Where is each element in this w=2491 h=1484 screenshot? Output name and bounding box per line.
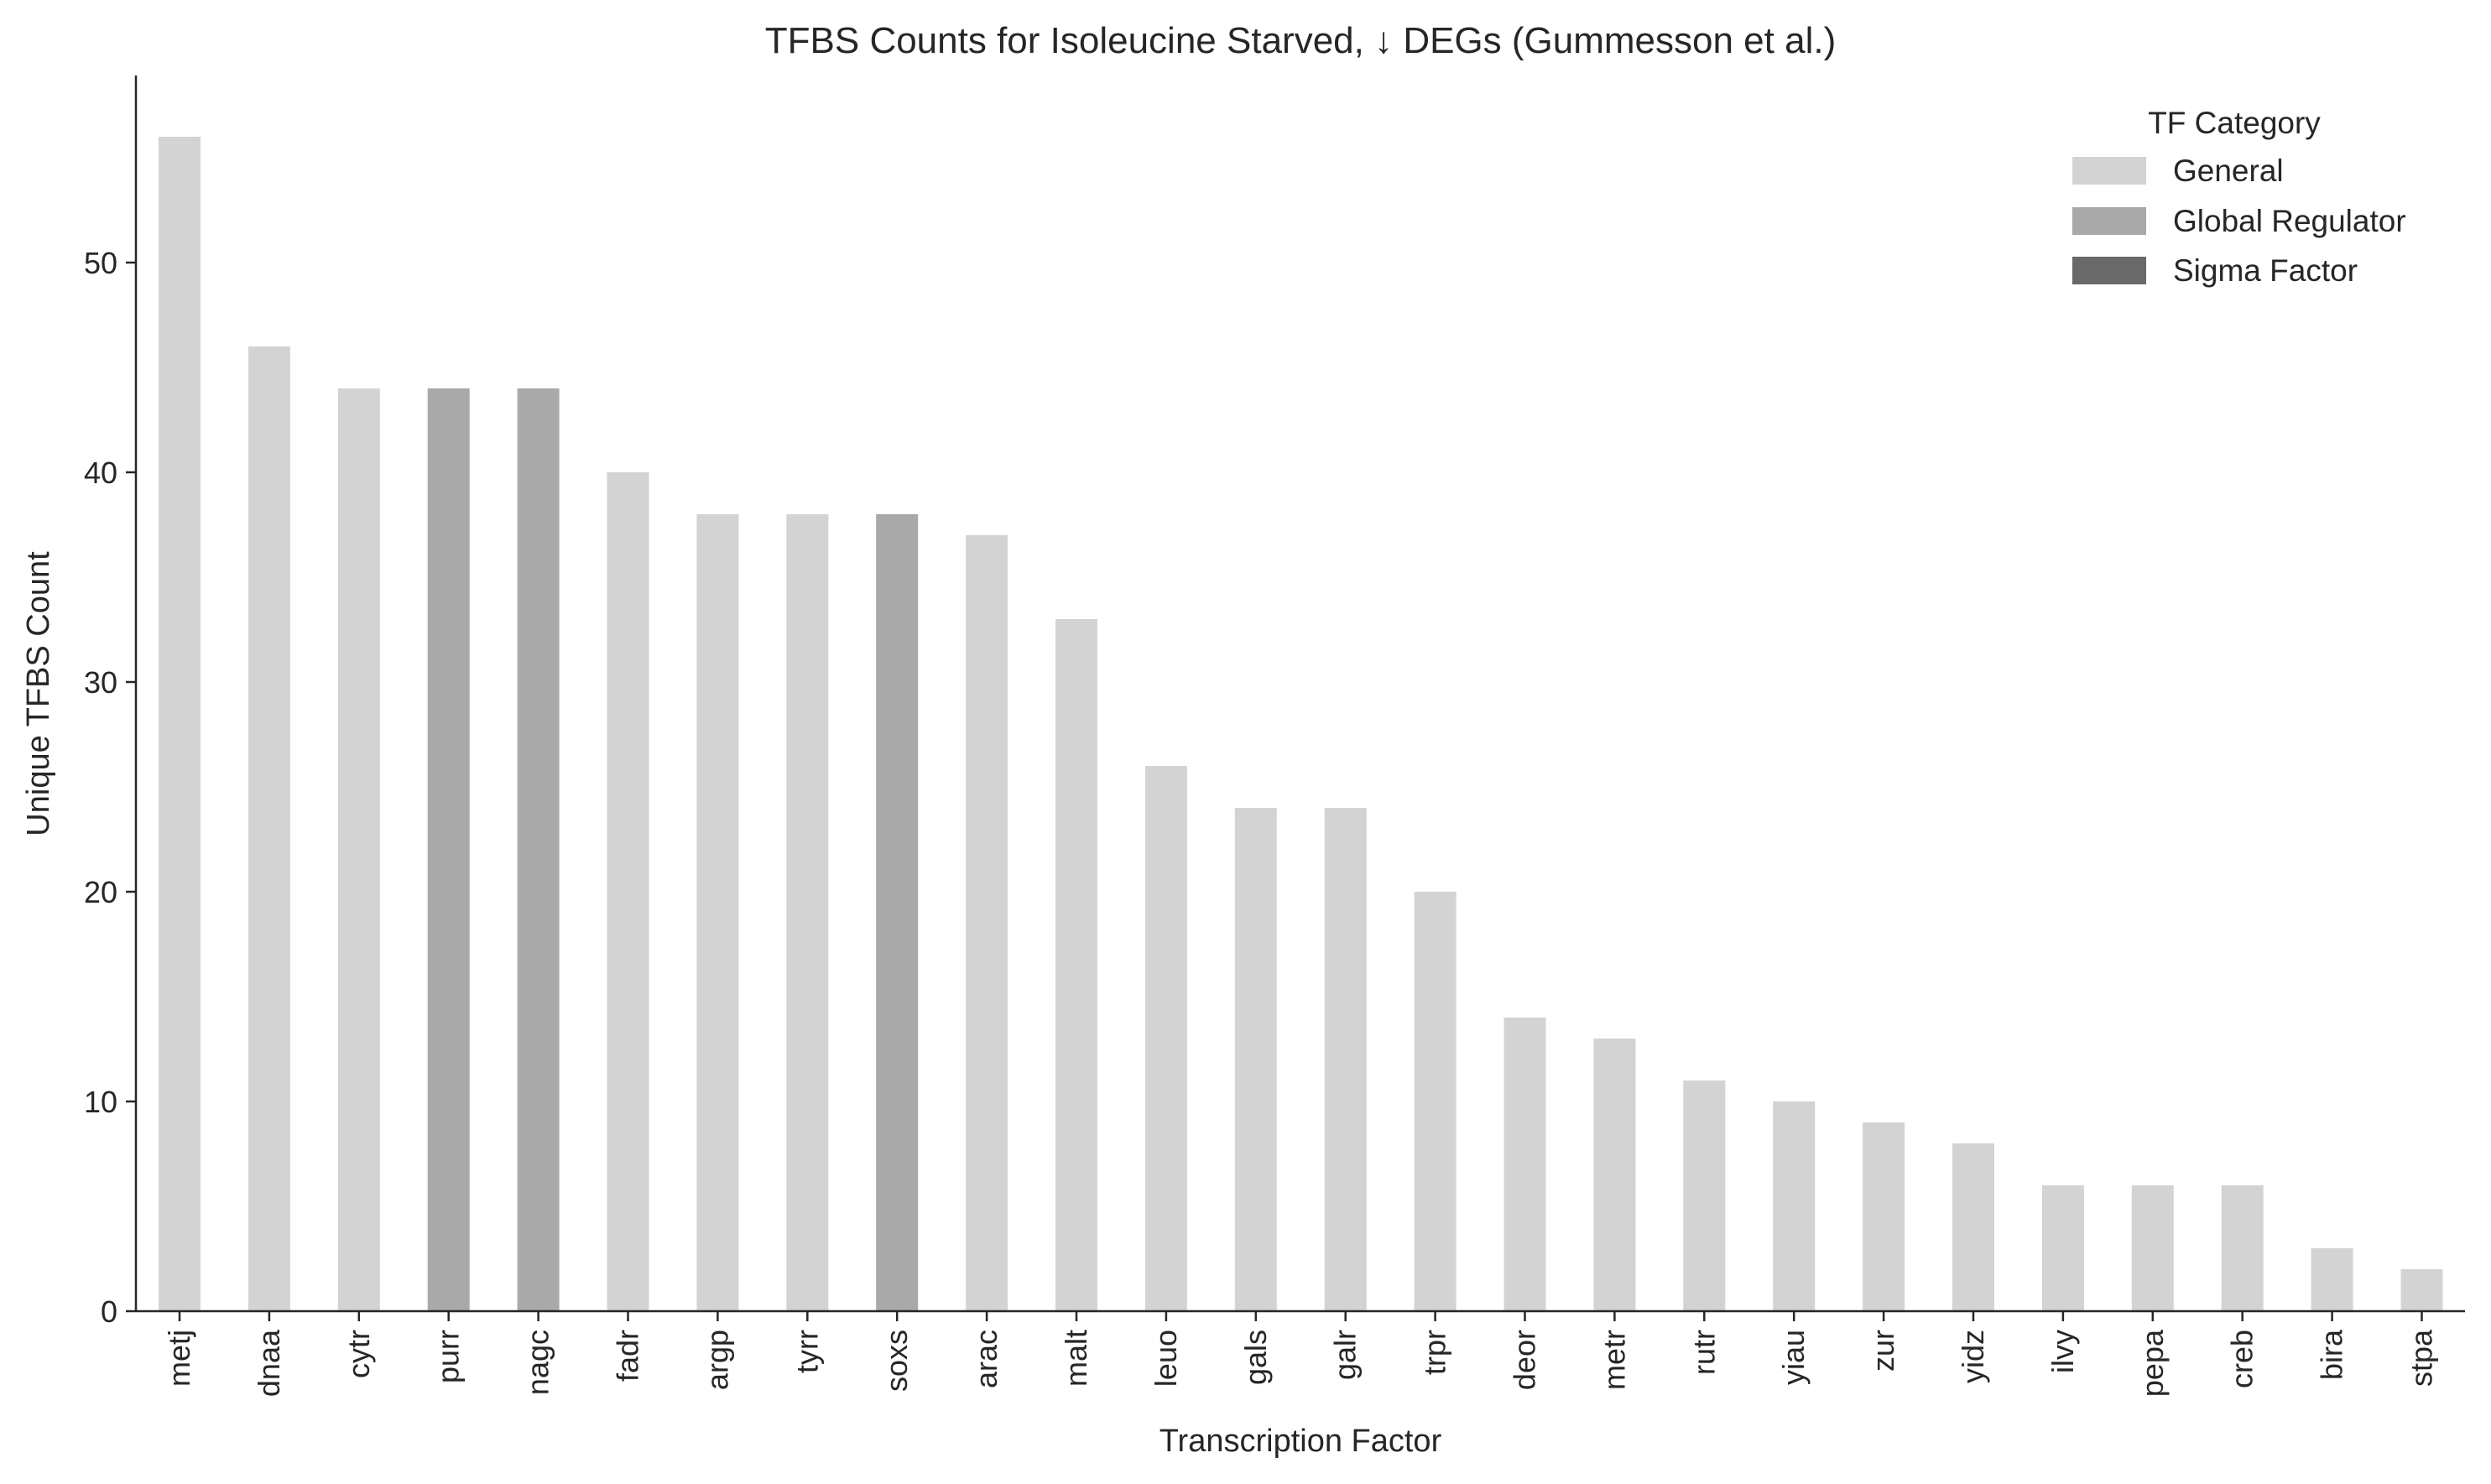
x-axis-label: Transcription Factor xyxy=(1160,1424,1442,1459)
bar-metj xyxy=(159,137,201,1311)
legend-label-general: General xyxy=(2173,154,2284,188)
legend-label-sigma-factor: Sigma Factor xyxy=(2173,253,2358,288)
bar-yiau xyxy=(1773,1101,1816,1311)
x-tick-label-fadr: fadr xyxy=(611,1330,645,1382)
x-tick-label-tyrr: tyrr xyxy=(790,1330,824,1373)
bar-leuo xyxy=(1144,766,1187,1311)
x-tick-label-ilvy: ilvy xyxy=(2045,1330,2080,1373)
bar-purr xyxy=(427,388,470,1311)
bar-arac xyxy=(966,535,1008,1311)
x-axis: metj dnaa cytr purr nagc fadr argp tyrr soxs arac… xyxy=(162,1311,2439,1397)
x-tick-label-creb: creb xyxy=(2225,1330,2259,1388)
x-tick-label-zur: zur xyxy=(1866,1330,1900,1372)
x-tick-label-deor: deor xyxy=(1508,1330,1542,1390)
x-tick-label-cytr: cytr xyxy=(341,1330,376,1378)
x-tick-label-yiau: yiau xyxy=(1776,1330,1811,1385)
x-tick-label-bira: bira xyxy=(2315,1329,2349,1380)
x-tick-label-galr: galr xyxy=(1328,1330,1363,1380)
y-tick-label-50: 50 xyxy=(84,246,117,280)
bar-stpa xyxy=(2400,1269,2443,1311)
bar-galr xyxy=(1324,808,1367,1311)
y-tick-label-30: 30 xyxy=(84,665,117,700)
bar-yidz xyxy=(1952,1143,1994,1311)
bar-deor xyxy=(1503,1018,1546,1311)
bar-cytr xyxy=(337,388,380,1311)
x-tick-label-trpr: trpr xyxy=(1418,1330,1452,1375)
bar-fadr xyxy=(607,472,649,1311)
legend-swatch-sigma-factor xyxy=(2072,257,2146,284)
x-tick-label-nagc: nagc xyxy=(521,1330,555,1395)
y-tick-label-10: 10 xyxy=(84,1085,117,1119)
bar-rutr xyxy=(1683,1080,1726,1311)
bar-trpr xyxy=(1414,892,1457,1311)
x-tick-label-leuo: leuo xyxy=(1149,1330,1183,1387)
x-tick-label-yidz: yidz xyxy=(1956,1330,1990,1383)
x-tick-label-pepa: pepa xyxy=(2135,1329,2170,1397)
x-tick-label-dnaa: dnaa xyxy=(252,1329,286,1397)
bar-pepa xyxy=(2131,1185,2174,1311)
bar-nagc xyxy=(517,388,560,1311)
x-tick-label-malt: malt xyxy=(1059,1330,1093,1387)
y-tick-label-0: 0 xyxy=(101,1294,117,1329)
bar-dnaa xyxy=(248,346,290,1311)
x-tick-label-metr: metr xyxy=(1597,1330,1631,1390)
y-axis-label: Unique TFBS Count xyxy=(21,551,56,836)
x-tick-label-purr: purr xyxy=(431,1330,466,1383)
bar-tyrr xyxy=(786,514,829,1311)
legend: TF Category General Global Regulator Sig… xyxy=(2072,106,2406,288)
bar-zur xyxy=(1863,1122,1905,1311)
x-tick-label-metj: metj xyxy=(162,1330,196,1387)
bar-malt xyxy=(1055,619,1097,1311)
x-tick-label-stpa: stpa xyxy=(2405,1329,2439,1387)
legend-label-global-regulator: Global Regulator xyxy=(2173,204,2406,238)
legend-swatch-global-regulator xyxy=(2072,207,2146,235)
bars-group xyxy=(159,137,2443,1311)
bar-bira xyxy=(2311,1248,2353,1311)
bar-ilvy xyxy=(2041,1185,2084,1311)
legend-swatch-general xyxy=(2072,157,2146,185)
y-tick-label-40: 40 xyxy=(84,456,117,490)
bar-gals xyxy=(1234,808,1277,1311)
x-tick-label-rutr: rutr xyxy=(1686,1330,1721,1375)
y-axis: 0 10 20 30 40 50 xyxy=(84,246,136,1329)
x-tick-label-gals: gals xyxy=(1238,1330,1273,1385)
bar-argp xyxy=(696,514,739,1311)
x-tick-label-soxs: soxs xyxy=(879,1330,914,1392)
x-tick-label-arac: arac xyxy=(969,1330,1003,1388)
bar-metr xyxy=(1593,1039,1636,1311)
bar-soxs xyxy=(876,514,919,1311)
legend-title: TF Category xyxy=(2148,106,2321,140)
chart-title: TFBS Counts for Isoleucine Starved, ↓ DE… xyxy=(765,20,1836,61)
bar-creb xyxy=(2221,1185,2264,1311)
x-tick-label-argp: argp xyxy=(700,1330,734,1390)
y-tick-label-20: 20 xyxy=(84,875,117,909)
